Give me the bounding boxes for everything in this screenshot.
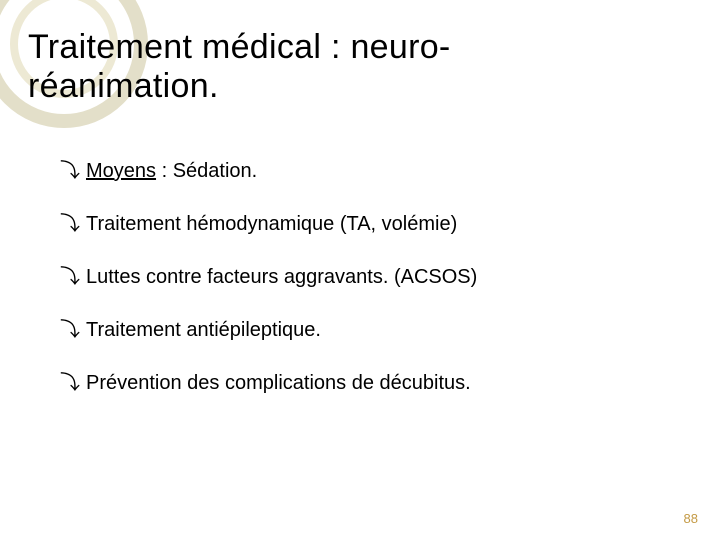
list-item-lead: Traitement [86,319,181,341]
list-item-lead: Luttes [86,266,140,288]
list-item-text: Moyens : Sédation. [86,160,660,183]
slide-number: 88 [684,511,698,526]
bullet-icon: ⤵ [60,320,80,340]
list-item-lead: Traitement [86,213,181,235]
bullet-icon: ⤵ [60,267,80,287]
title-line-1: Traitement médical : neuro- [28,28,680,67]
list-item: ⤵ Luttes contre facteurs aggravants. (AC… [60,266,660,289]
bullet-list: ⤵ Moyens : Sédation. ⤵ Traitement hémody… [60,160,660,425]
list-item: ⤵ Prévention des complications de décubi… [60,372,660,395]
list-item-text: Luttes contre facteurs aggravants. (ACSO… [86,266,660,289]
list-item-rest: contre facteurs aggravants. (ACSOS) [140,266,477,288]
list-item: ⤵ Moyens : Sédation. [60,160,660,183]
list-item-text: Traitement antiépileptique. [86,319,660,342]
list-item-rest: : Sédation. [156,160,257,182]
bullet-icon: ⤵ [60,161,80,181]
list-item: ⤵ Traitement antiépileptique. [60,319,660,342]
slide: Traitement médical : neuro- réanimation.… [0,0,720,540]
list-item-rest: hémodynamique (TA, volémie) [181,213,457,235]
list-item: ⤵ Traitement hémodynamique (TA, volémie) [60,213,660,236]
list-item-rest: antiépileptique. [181,319,321,341]
bullet-icon: ⤵ [60,214,80,234]
list-item-lead: Prévention [86,372,182,394]
list-item-text: Traitement hémodynamique (TA, volémie) [86,213,660,236]
title-block: Traitement médical : neuro- réanimation. [28,28,680,106]
list-item-lead: Moyens [86,160,156,182]
bullet-icon: ⤵ [60,373,80,393]
list-item-text: Prévention des complications de décubitu… [86,372,660,395]
title-line-2: réanimation. [28,67,680,106]
list-item-rest: des complications de décubitus. [182,372,471,394]
